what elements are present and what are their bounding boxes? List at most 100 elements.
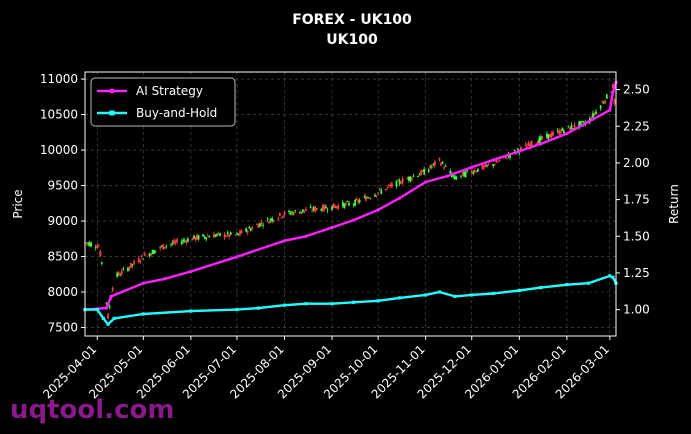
legend-ai-label: AI Strategy	[136, 84, 203, 98]
candle-body	[266, 218, 269, 220]
candle-body	[378, 188, 381, 190]
series-point-bh	[398, 296, 402, 300]
candle-body	[249, 228, 252, 231]
candle-body	[464, 172, 467, 177]
candle-body	[558, 130, 561, 135]
candle-body	[139, 261, 142, 262]
series-point-ai	[163, 277, 167, 281]
series-point-bh	[141, 312, 145, 316]
candle-body	[259, 223, 261, 227]
series-point-ai	[470, 165, 474, 169]
candle-body	[108, 306, 111, 308]
candle-body	[314, 207, 317, 212]
candle-body	[509, 155, 512, 158]
price-tick-label: 8500	[47, 250, 78, 264]
plot-frame	[84, 71, 617, 337]
candle-body	[550, 133, 553, 138]
series-point-bh	[517, 288, 521, 293]
candle-body	[173, 240, 175, 244]
series-point-ai	[376, 208, 380, 212]
candle-body	[595, 111, 597, 114]
candle-body	[604, 100, 607, 103]
series-line-bh	[85, 274, 618, 326]
candle-body	[547, 134, 550, 140]
candle-body	[496, 161, 499, 163]
series-point-bh	[470, 293, 474, 297]
candle-body	[180, 241, 183, 244]
candle-body	[185, 240, 188, 243]
series-point-ai	[539, 142, 543, 146]
candle-body	[387, 184, 390, 186]
return-axis-label: Return	[667, 184, 681, 224]
candle-body	[312, 206, 315, 210]
series-point-bh	[106, 322, 110, 326]
chart-title: FOREX - UK100	[292, 12, 412, 28]
candle-body	[569, 127, 571, 130]
candle-body	[429, 165, 432, 169]
candle-body	[527, 142, 530, 146]
price-tick-label: 10000	[40, 143, 78, 157]
candle-body	[573, 124, 576, 128]
candle-body	[165, 245, 168, 247]
candle-body	[94, 247, 97, 248]
candle-body	[105, 302, 108, 304]
candle-body	[100, 262, 103, 264]
candle-body	[601, 102, 604, 103]
price-tick-label: 7500	[47, 320, 78, 334]
return-axis: 1.00 1.25 1.50 1.75 2.00 2.25 2.50	[616, 83, 650, 317]
candle-body	[320, 209, 323, 211]
candle-body	[434, 161, 436, 166]
candle-body	[420, 170, 422, 175]
series-point-bh	[189, 309, 193, 313]
candle-body	[346, 201, 349, 203]
series-point-bh	[256, 306, 261, 310]
candle-body	[153, 250, 155, 254]
candle-body	[337, 205, 340, 209]
series-point-ai	[189, 269, 193, 274]
candle-body	[380, 190, 383, 194]
series-lines	[83, 80, 618, 326]
candle-body	[216, 233, 218, 236]
candle-body	[444, 166, 447, 167]
watermark: uqtool.com	[10, 395, 174, 425]
series-point-bh	[376, 299, 380, 303]
candle-body	[492, 164, 495, 167]
candle-body	[612, 83, 614, 89]
candle-body	[498, 159, 501, 162]
candle-body	[410, 178, 413, 180]
series-point-bh	[95, 308, 99, 312]
candle-body	[581, 121, 584, 123]
candle-body	[292, 212, 295, 215]
candle-body	[541, 136, 544, 139]
series-point-ai	[586, 120, 590, 124]
return-tick-label: 1.00	[623, 303, 650, 317]
candle-body	[255, 224, 258, 226]
candle-body	[257, 224, 260, 228]
candle-body	[366, 197, 369, 199]
candle-body	[246, 230, 249, 233]
candle-body	[321, 205, 324, 212]
price-axis-label: Price	[11, 189, 25, 218]
series-point-bh	[304, 302, 308, 306]
candle-body	[397, 179, 399, 181]
candle-body	[194, 237, 197, 241]
candle-body	[170, 244, 172, 245]
candle-body	[440, 163, 442, 166]
series-point-ai	[330, 225, 334, 230]
candle-body	[529, 144, 531, 148]
candle-body	[289, 213, 292, 215]
candle-body	[279, 212, 281, 216]
candle-body	[133, 261, 136, 264]
candle-body	[561, 128, 564, 131]
candle-body	[374, 194, 376, 197]
candle-body	[466, 170, 469, 172]
candle-body	[309, 206, 312, 208]
candle-body	[443, 167, 446, 169]
series-point-ai	[351, 218, 356, 222]
series-point-ai	[608, 108, 612, 112]
price-tick-label: 9000	[47, 214, 78, 228]
series-point-bh	[491, 291, 495, 296]
candle-body	[535, 143, 538, 145]
candle-body	[240, 230, 243, 234]
